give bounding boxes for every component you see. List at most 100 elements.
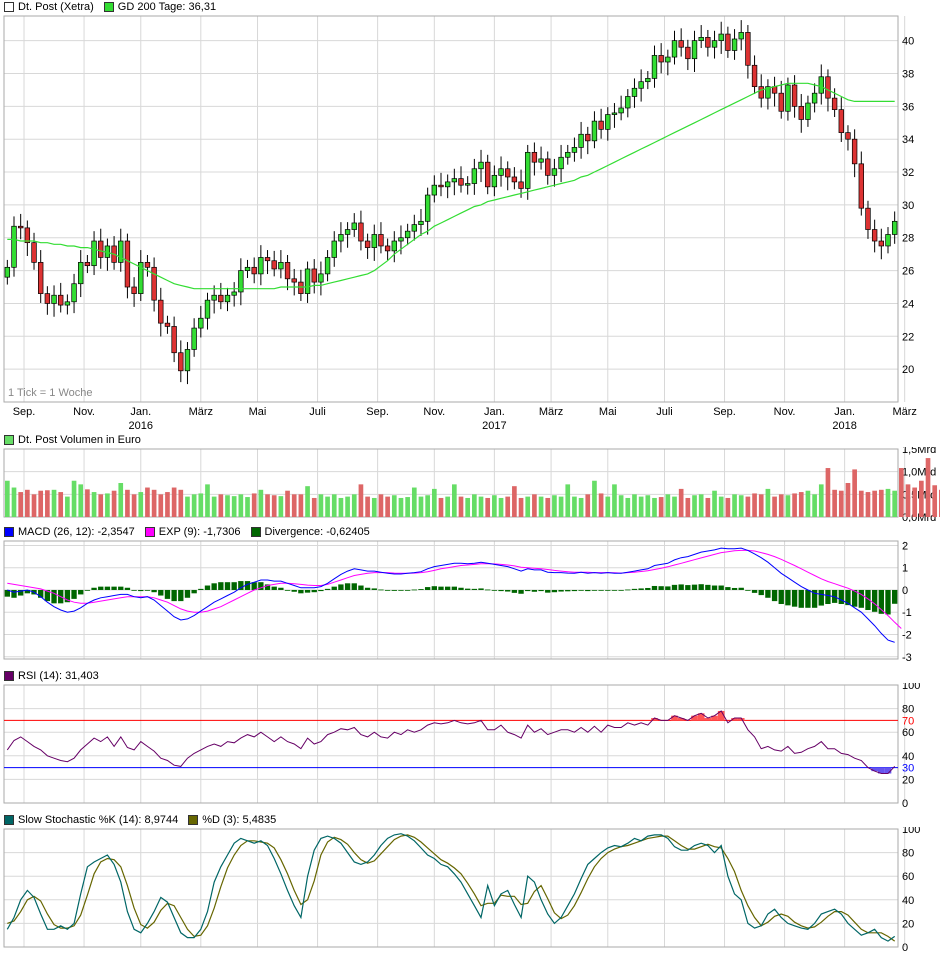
divergence-bar xyxy=(11,589,17,598)
divergence-bar xyxy=(451,586,458,590)
rsi-oversold-fill xyxy=(871,767,878,772)
volume-bar xyxy=(745,496,751,517)
divergence-bar xyxy=(758,589,764,596)
divergence-bar xyxy=(51,589,57,604)
candle-body xyxy=(605,114,611,130)
candle-body xyxy=(545,158,551,176)
rsi-oversold-fill xyxy=(884,767,892,774)
candle-body xyxy=(431,184,438,196)
divergence-bar xyxy=(518,589,524,594)
tick-note: 1 Tick = 1 Woche xyxy=(8,387,92,399)
volume-bar xyxy=(65,496,70,517)
candle-body xyxy=(765,86,771,99)
exp-legend-label: EXP (9): -1,7306 xyxy=(158,526,241,538)
volume-bar xyxy=(785,495,791,517)
divergence-bar xyxy=(18,589,24,596)
rsi-overbought-fill xyxy=(677,718,685,721)
candle-body xyxy=(138,262,144,294)
rsi-legend-item: RSI (14): 31,403 xyxy=(4,670,99,682)
y-tick-label: 32 xyxy=(902,167,914,179)
volume-bar xyxy=(598,493,604,517)
divergence-bar xyxy=(725,587,731,590)
candle-body xyxy=(458,178,464,186)
volume-bar xyxy=(165,492,170,517)
divergence-bar xyxy=(111,586,117,590)
y-tick-label: 20 xyxy=(902,364,914,376)
candle-body xyxy=(58,294,64,306)
volume-bar xyxy=(365,496,370,517)
divergence-bar xyxy=(885,589,891,615)
volume-bar xyxy=(612,484,617,517)
stochastic-chart: 100 80 60 40 20 0 xyxy=(3,827,920,954)
divergence-bar xyxy=(38,589,44,598)
candle-body xyxy=(705,37,711,48)
volume-bar xyxy=(505,496,511,517)
candle-body xyxy=(171,326,177,354)
candle-body xyxy=(24,227,31,244)
candle-body xyxy=(518,181,524,189)
candle-body xyxy=(625,96,631,109)
x-tick-label: Nov. xyxy=(774,406,796,418)
candle-body xyxy=(164,322,171,327)
y-tick-label: 100 xyxy=(902,827,920,836)
volume-bar xyxy=(291,494,297,517)
rsi-overbought-fill xyxy=(711,715,718,721)
candle-body xyxy=(364,240,371,248)
volume-bar xyxy=(71,480,77,517)
candle-body xyxy=(178,352,184,372)
divergence-bar xyxy=(238,581,244,590)
candle-body xyxy=(491,174,498,188)
candle-body xyxy=(418,220,424,225)
divergence-bar xyxy=(318,589,324,592)
candle-body xyxy=(31,242,37,263)
candle-body xyxy=(91,240,97,267)
candle-body xyxy=(218,294,224,303)
divergence-bar xyxy=(605,589,611,591)
y-tick-label: -1 xyxy=(902,607,912,619)
ma200-line xyxy=(7,82,895,290)
candle-body xyxy=(738,32,744,40)
candle-body xyxy=(398,237,404,242)
stoch-legend: Slow Stochastic %K (14): 8,9744 %D (3): … xyxy=(4,813,276,827)
volume-bar xyxy=(465,497,471,517)
candle-body xyxy=(258,257,264,275)
candle-body xyxy=(371,234,377,248)
volume-bar xyxy=(899,468,904,517)
divergence-bar xyxy=(78,589,84,595)
divergence-bar xyxy=(438,586,444,590)
candle-body xyxy=(585,133,591,142)
candle-body xyxy=(204,299,211,319)
volume-bar xyxy=(45,490,50,517)
candle-body xyxy=(304,268,311,294)
candle-body xyxy=(538,158,544,163)
divergence-bar xyxy=(471,588,478,590)
volume-bar xyxy=(638,496,644,517)
volume-bar xyxy=(191,494,197,517)
volume-bar xyxy=(131,494,137,517)
volume-bar xyxy=(678,488,684,517)
divergence-bar xyxy=(691,584,698,590)
x-year-label: 2016 xyxy=(129,420,153,432)
exp-legend-item: EXP (9): -1,7306 xyxy=(144,526,241,538)
rsi-overbought-fill xyxy=(731,718,738,721)
rsi-overbought-fill xyxy=(671,715,678,721)
volume-bar xyxy=(572,496,577,517)
divergence-bar xyxy=(218,582,224,590)
candle-body xyxy=(278,262,284,270)
volume-bar xyxy=(912,487,918,517)
candle-body xyxy=(551,168,558,176)
divergence-bar xyxy=(298,589,304,594)
divergence-bar xyxy=(851,589,858,607)
candle-body xyxy=(651,55,658,79)
rsi-oversold-fill xyxy=(877,767,885,774)
x-tick-label: Jan. xyxy=(834,406,855,418)
candle-body xyxy=(118,240,124,263)
volume-bar xyxy=(558,496,564,517)
plot-frame xyxy=(3,540,899,660)
candle-body xyxy=(725,33,731,51)
volume-bar xyxy=(512,486,517,517)
divergence-bar xyxy=(64,589,71,603)
plot-frame xyxy=(3,15,899,403)
divergence-bar xyxy=(244,581,251,590)
y-tick-label: 40 xyxy=(902,36,914,48)
